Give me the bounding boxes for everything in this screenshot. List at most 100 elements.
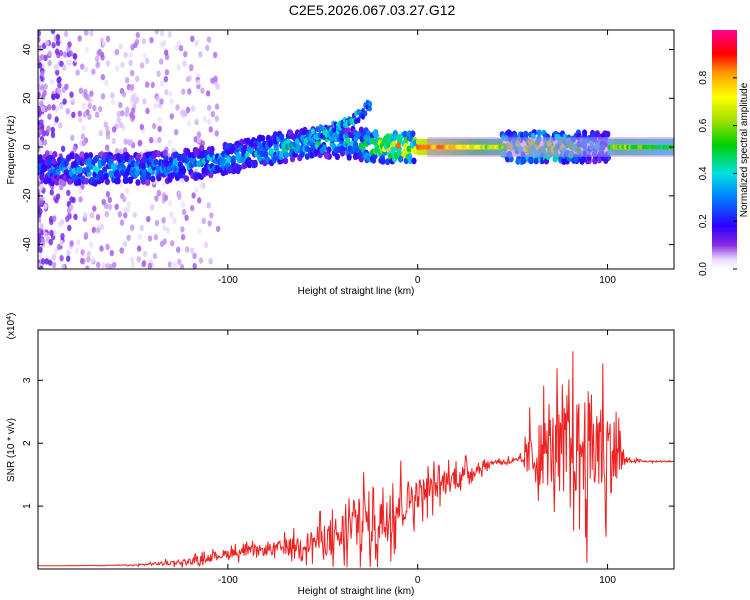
heatmap-noise-blob: [147, 235, 153, 242]
heatmap-noise-blob: [47, 60, 52, 67]
heatmap-noise-blob: [105, 262, 110, 269]
heatmap-noise-blob: [135, 96, 140, 104]
heatmap-noise-blob: [157, 116, 163, 123]
heatmap-noise-blob: [49, 229, 54, 237]
heatmap-noise-blob: [38, 238, 41, 245]
heatmap-noise-blob: [152, 122, 157, 130]
heatmap-x-tick-label: 0: [415, 275, 421, 286]
heatmap-ridge-blob: [269, 148, 275, 155]
heatmap-noise-blob: [116, 110, 121, 118]
heatmap-noise-blob: [90, 212, 95, 219]
heatmap-noise-blob: [60, 145, 66, 152]
heatmap-noise-blob: [198, 257, 204, 264]
heatmap-ridge-blob: [209, 145, 215, 153]
colorbar-gradient: [712, 30, 737, 269]
heatmap-noise-blob: [40, 84, 45, 91]
heatmap-ridge-blob: [528, 156, 534, 164]
heatmap-ridge-blob: [263, 151, 269, 158]
heatmap-noise-blob: [137, 139, 143, 147]
heatmap-noise-blob: [175, 104, 180, 111]
heatmap-noise-blob: [145, 107, 150, 115]
heatmap-noise-blob: [183, 51, 188, 58]
heatmap-noise-blob: [142, 98, 147, 105]
heatmap-noise-blob: [128, 59, 133, 67]
heatmap-noise-blob: [67, 41, 72, 48]
heatmap-noise-blob: [49, 189, 54, 196]
heatmap-ridge-blob: [536, 129, 542, 137]
heatmap-noise-blob: [59, 103, 64, 110]
heatmap-noise-blob: [43, 54, 48, 62]
heatmap-noise-blob: [149, 137, 154, 144]
heatmap-noise-blob: [118, 43, 123, 50]
heatmap-noise-blob: [104, 210, 110, 218]
heatmap-noise-blob: [51, 93, 56, 101]
heatmap-ridge-blob: [220, 157, 226, 165]
heatmap-noise-blob: [46, 125, 51, 132]
heatmap-noise-blob: [48, 259, 53, 266]
heatmap-noise-blob: [53, 248, 58, 255]
heatmap-noise-blob: [139, 123, 144, 131]
heatmap-cells: [38, 30, 674, 269]
heatmap-noise-blob: [85, 94, 90, 101]
heatmap-x-axis: -100 0 100: [218, 30, 616, 286]
heatmap-noise-blob: [168, 90, 173, 98]
heatmap-ridge-blob: [283, 157, 289, 165]
heatmap-noise-blob: [203, 241, 209, 249]
heatmap-ridge-blob: [134, 169, 140, 177]
heatmap-ridge-blob: [55, 168, 61, 176]
heatmap-ridge-blob: [135, 179, 141, 186]
heatmap-noise-blob: [94, 111, 100, 118]
heatmap-ridge-blob: [365, 130, 371, 138]
heatmap-noise-blob: [38, 30, 41, 37]
heatmap-ridge-blob: [236, 164, 242, 172]
heatmap-noise-blob: [95, 227, 101, 234]
heatmap-ridge-blob: [153, 158, 159, 166]
colorbar-tick-label: 0.2: [698, 214, 709, 228]
heatmap-noise-blob: [101, 262, 106, 269]
heatmap-noise-blob: [53, 63, 58, 71]
heatmap-noise-blob: [176, 246, 181, 253]
heatmap-noise-blob: [44, 258, 49, 265]
heatmap-ridge-blob: [166, 165, 172, 173]
heatmap-noise-blob: [91, 226, 97, 234]
heatmap-noise-blob: [86, 250, 92, 258]
heatmap-noise-blob: [164, 69, 170, 76]
heatmap-noise-blob: [206, 202, 211, 209]
heatmap-noise-blob: [174, 129, 179, 136]
colorbar-axis: 0.0 0.2 0.4 0.6 0.8: [698, 70, 737, 276]
heatmap-noise-blob: [71, 196, 76, 204]
heatmap-ridge-blob: [172, 158, 178, 166]
heatmap-noise-blob: [49, 78, 54, 86]
heatmap-ridge-blob: [352, 141, 359, 148]
heatmap-noise-blob: [124, 110, 129, 117]
heatmap-noise-blob: [38, 91, 41, 98]
heatmap-noise-blob: [186, 120, 192, 127]
heatmap-noise-blob: [60, 232, 65, 240]
heatmap-ridge-blob: [345, 126, 351, 134]
heatmap-ridge-blob: [310, 142, 316, 150]
heatmap-noise-blob: [110, 98, 116, 106]
heatmap-ridge-blob: [407, 152, 413, 160]
heatmap-noise-blob: [49, 218, 54, 226]
heatmap-noise-blob: [40, 105, 46, 113]
heatmap-ridge-blob: [43, 177, 49, 185]
heatmap-noise-blob: [189, 63, 194, 71]
heatmap-noise-blob: [39, 184, 44, 191]
heatmap-ridge-blob: [164, 159, 170, 167]
heatmap-ridge-blob: [168, 157, 174, 164]
heatmap-ridge-blob: [515, 158, 521, 165]
heatmap-ridge-blob: [51, 158, 57, 165]
heatmap-ridge-blob: [110, 163, 116, 171]
heatmap-noise-blob: [119, 247, 125, 254]
heatmap-ridge-blob: [162, 149, 168, 157]
snr-series-line: [38, 351, 674, 568]
heatmap-y-tick-label: -20: [22, 188, 33, 203]
heatmap-noise-blob: [200, 87, 205, 94]
heatmap-noise-blob: [96, 261, 101, 269]
heatmap-ridge-blob: [76, 178, 82, 186]
heatmap-ridge-blob: [39, 173, 45, 181]
heatmap-noise-blob: [114, 203, 119, 210]
heatmap-ridge-blob: [533, 157, 539, 165]
heatmap-branch-blob: [367, 105, 372, 112]
heatmap-ridge-blob: [355, 131, 361, 138]
